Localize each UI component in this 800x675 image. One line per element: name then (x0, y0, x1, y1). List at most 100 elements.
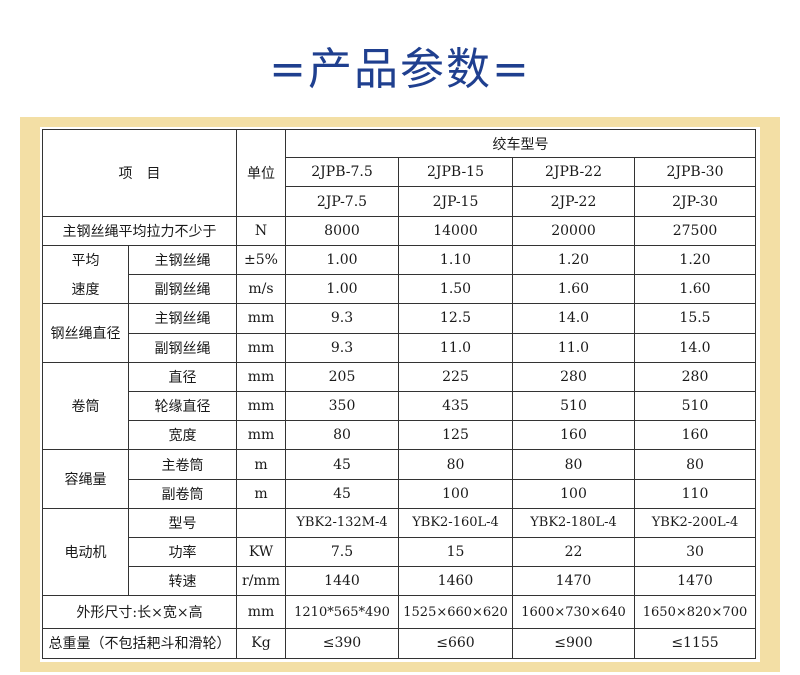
unit-cell: KW (236, 537, 286, 568)
value-cell: 125 (398, 420, 513, 451)
value-cell: YBK2-180L-4 (512, 507, 635, 539)
page-title: =产品参数= (269, 44, 531, 95)
model-row-2: 2JP-7.5 2JP-15 2JP-22 2JP-30 (43, 186, 756, 217)
table-row: 外形尺寸:长×宽×高 mm 1210*565*490 1525×660×620 … (42, 595, 756, 629)
value-cell: 8000 (285, 215, 399, 246)
value-cell: 9.3 (285, 332, 399, 363)
value-cell: 80 (285, 420, 399, 451)
item-header: 项 目 (42, 129, 237, 217)
model-cell: 2JP-15 (398, 186, 513, 217)
value-cell: 27500 (634, 215, 756, 246)
table-row: 副钢丝绳 mm 9.3 11.0 11.0 14.0 (43, 332, 756, 363)
value-cell: 435 (398, 390, 513, 422)
row-label: 外形尺寸:长×宽×高 (42, 595, 237, 629)
unit-cell: mm (236, 595, 286, 629)
table-row: 副卷筒 m 45 100 100 110 (43, 478, 756, 509)
value-cell: 1650×820×700 (634, 595, 756, 629)
group-label: 电动机 (42, 507, 129, 597)
table-row: 功率 KW 7.5 15 22 30 (43, 537, 756, 568)
unit-cell: mm (236, 303, 286, 334)
value-cell: 1.20 (512, 244, 635, 276)
header-row: 项 目 单位 绞车型号 (42, 128, 756, 217)
value-cell: 280 (634, 361, 756, 392)
unit-cell: mm (236, 332, 286, 363)
unit-header: 单位 (236, 129, 286, 217)
unit-cell: m (236, 449, 286, 480)
sub-label: 主钢丝绳 (128, 303, 237, 334)
value-cell: 1470 (512, 566, 635, 597)
value-cell: 110 (634, 478, 756, 509)
table-row: 钢丝绳直径 主钢丝绳 mm 9.3 12.5 14.0 15.5 (42, 303, 756, 363)
table-row: 速度 副钢丝绳 m/s 1.00 1.50 1.60 1.60 (42, 274, 756, 305)
value-cell: 22 (512, 537, 635, 568)
unit-cell: mm (236, 390, 286, 422)
sub-label: 直径 (128, 361, 237, 392)
table-row: 轮缘直径 mm 350 435 510 510 (43, 390, 756, 422)
sub-label: 副钢丝绳 (128, 332, 237, 363)
value-cell: 225 (398, 361, 513, 392)
value-cell: 11.0 (398, 332, 513, 363)
value-cell: 15.5 (634, 303, 756, 334)
value-cell: YBK2-132M-4 (285, 507, 399, 539)
value-cell: 1.60 (634, 274, 756, 305)
value-cell: 11.0 (512, 332, 635, 363)
value-cell: 100 (512, 478, 635, 509)
model-cell: 2JP-30 (634, 186, 756, 217)
value-cell: 1.10 (398, 244, 513, 276)
unit-cell: N (236, 215, 286, 246)
sub-label: 功率 (128, 537, 237, 568)
value-cell: 205 (285, 361, 399, 392)
value-cell: ≤900 (512, 627, 635, 660)
value-cell: 1470 (634, 566, 756, 597)
value-cell: 1.00 (285, 274, 399, 305)
model-cell: 2JP-22 (512, 186, 635, 217)
model-cell: 2JP-7.5 (285, 186, 399, 217)
unit-cell (236, 507, 286, 539)
model-cell: 2JPB-15 (398, 157, 513, 188)
value-cell: 280 (512, 361, 635, 392)
value-cell: 7.5 (285, 537, 399, 568)
value-cell: 1.00 (285, 244, 399, 276)
value-cell: 30 (634, 537, 756, 568)
sub-label: 宽度 (128, 420, 237, 451)
model-group-header: 绞车型号 (285, 128, 756, 159)
sub-label: 副钢丝绳 (128, 274, 237, 305)
value-cell: 80 (512, 449, 635, 480)
value-cell: 510 (634, 390, 756, 422)
sub-label: 主钢丝绳 (128, 244, 237, 276)
unit-cell: ±5% (236, 244, 286, 276)
value-cell: 14.0 (634, 332, 756, 363)
table-sheet: 项 目 单位 绞车型号 2JPB-7.5 2JPB-15 2JPB-22 2JP… (40, 127, 760, 662)
sub-label: 副卷筒 (128, 478, 237, 509)
value-cell: YBK2-200L-4 (634, 507, 756, 539)
value-cell: 1460 (398, 566, 513, 597)
value-cell: 350 (285, 390, 399, 422)
group-label: 速度 (42, 274, 129, 305)
value-cell: 45 (285, 449, 399, 480)
value-cell: 1.60 (512, 274, 635, 305)
value-cell: 160 (512, 420, 635, 451)
table-row: 平均 主钢丝绳 ±5% 1.00 1.10 1.20 1.20 (42, 244, 756, 276)
table-row: 宽度 mm 80 125 160 160 (43, 420, 756, 451)
value-cell: ≤390 (285, 627, 399, 660)
value-cell: 14.0 (512, 303, 635, 334)
value-cell: 1525×660×620 (398, 595, 513, 629)
sub-label: 型号 (128, 507, 237, 539)
table-row: 电动机 型号 YBK2-132M-4 YBK2-160L-4 YBK2-180L… (42, 507, 756, 597)
value-cell: 1440 (285, 566, 399, 597)
value-cell: 510 (512, 390, 635, 422)
sub-label: 转速 (128, 566, 237, 597)
value-cell: 1.20 (634, 244, 756, 276)
value-cell: 9.3 (285, 303, 399, 334)
unit-cell: r/mm (236, 566, 286, 597)
group-label: 容绳量 (42, 449, 129, 509)
table-row: 容绳量 主卷筒 m 45 80 80 80 (42, 449, 756, 509)
value-cell: 80 (398, 449, 513, 480)
unit-cell: m (236, 478, 286, 509)
value-cell: 1.50 (398, 274, 513, 305)
group-label: 钢丝绳直径 (42, 303, 129, 363)
unit-cell: mm (236, 420, 286, 451)
table-row: 主钢丝绳平均拉力不少于 N 8000 14000 20000 27500 (42, 215, 756, 246)
value-cell: 100 (398, 478, 513, 509)
value-cell: 14000 (398, 215, 513, 246)
